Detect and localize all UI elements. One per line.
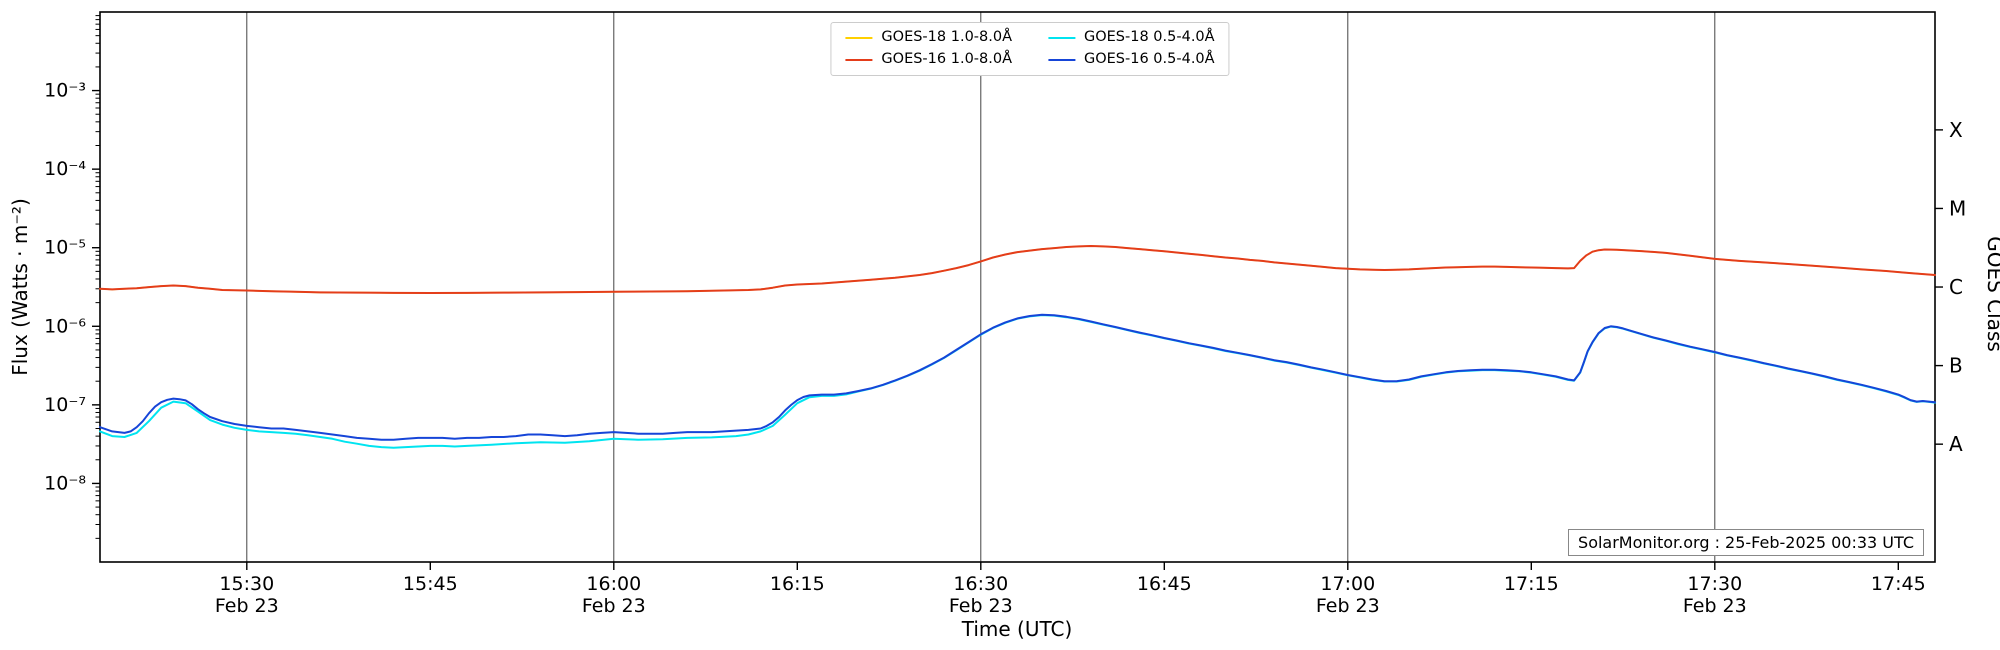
legend-line-goes18-short <box>1048 36 1075 40</box>
legend-label-goes16-long: GOES-16 1.0-8.0Å <box>881 50 1012 67</box>
legend-label-goes18-long: GOES-18 1.0-8.0Å <box>881 29 1012 45</box>
svg-text:X: X <box>1949 118 1963 142</box>
svg-text:Feb 23: Feb 23 <box>582 595 646 617</box>
svg-text:17:00: 17:00 <box>1320 573 1375 595</box>
svg-text:10⁻⁷: 10⁻⁷ <box>44 394 86 416</box>
svg-text:A: A <box>1949 432 1963 456</box>
svg-text:10⁻⁴: 10⁻⁴ <box>44 158 86 180</box>
svg-text:10⁻⁸: 10⁻⁸ <box>44 472 86 494</box>
svg-text:Feb 23: Feb 23 <box>1683 595 1747 617</box>
svg-text:M: M <box>1949 196 1966 220</box>
svg-text:10⁻⁵: 10⁻⁵ <box>44 237 86 259</box>
legend-entry-goes18-short: GOES-18 0.5-4.0Å <box>1048 29 1215 46</box>
legend-entry-goes16-short: GOES-16 0.5-4.0Å <box>1048 50 1215 68</box>
svg-text:B: B <box>1949 354 1963 378</box>
svg-text:Feb 23: Feb 23 <box>215 595 279 617</box>
svg-text:10⁻³: 10⁻³ <box>44 80 86 102</box>
legend-line-goes16-long <box>845 58 873 62</box>
svg-text:17:15: 17:15 <box>1504 573 1559 595</box>
legend-line-goes18-long <box>845 36 873 40</box>
legend-label-goes18-short: GOES-18 0.5-4.0Å <box>1084 29 1215 45</box>
legend: GOES-18 1.0-8.0Å GOES-16 1.0-8.0Å GOES-1… <box>830 22 1230 76</box>
right-axis-label: GOES Class <box>1983 236 2000 352</box>
y-axis-label: Flux (Watts · m⁻²) <box>8 198 32 376</box>
svg-text:16:30: 16:30 <box>953 573 1008 595</box>
x-axis-label: Time (UTC) <box>961 617 1073 641</box>
svg-text:15:45: 15:45 <box>403 573 458 595</box>
svg-text:C: C <box>1949 275 1963 299</box>
svg-text:16:45: 16:45 <box>1137 573 1192 595</box>
svg-text:Feb 23: Feb 23 <box>949 595 1013 617</box>
legend-line-goes16-short <box>1048 58 1075 62</box>
legend-entry-goes16-long: GOES-16 1.0-8.0Å <box>845 50 1012 68</box>
legend-entry-goes18-long: GOES-18 1.0-8.0Å <box>845 29 1012 46</box>
svg-text:Feb 23: Feb 23 <box>1316 595 1380 617</box>
svg-text:10⁻⁶: 10⁻⁶ <box>44 315 86 337</box>
legend-label-goes16-short: GOES-16 0.5-4.0Å <box>1084 50 1215 67</box>
svg-text:16:15: 16:15 <box>770 573 825 595</box>
solarmonitor-timestamp: SolarMonitor.org : 25-Feb-2025 00:33 UTC <box>1568 529 1924 556</box>
svg-text:15:30: 15:30 <box>219 573 274 595</box>
svg-text:16:00: 16:00 <box>586 573 641 595</box>
svg-text:17:45: 17:45 <box>1871 573 1926 595</box>
svg-text:17:30: 17:30 <box>1687 573 1742 595</box>
